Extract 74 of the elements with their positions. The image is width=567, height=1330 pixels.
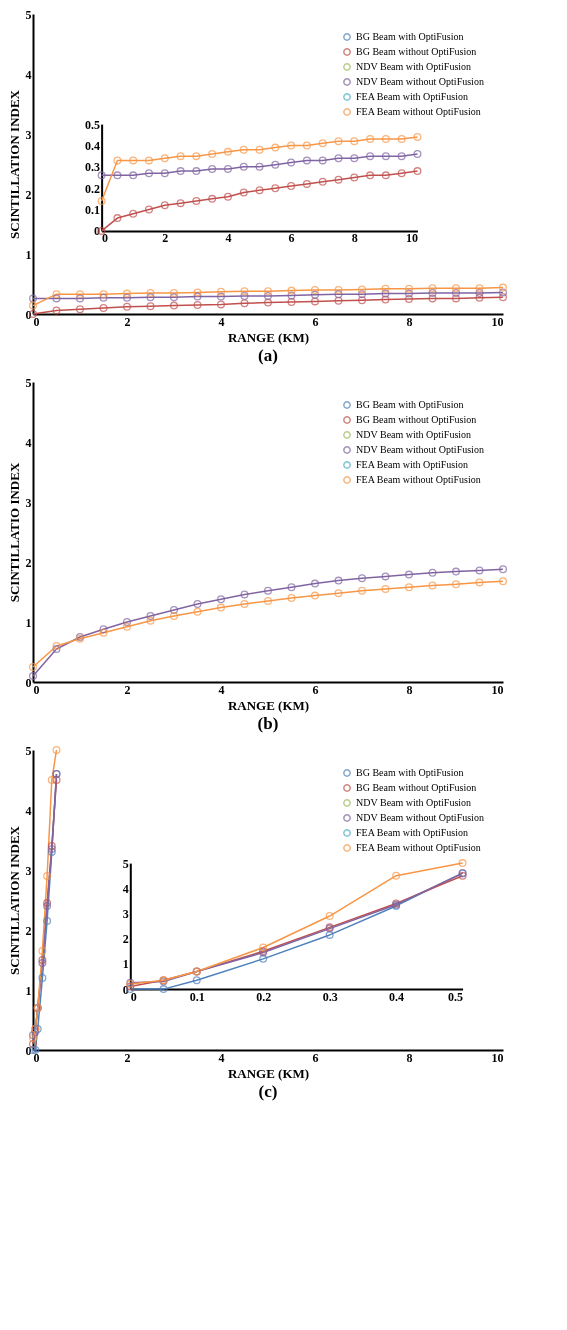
y-tick-label: 0.2 [85, 181, 101, 196]
x-tick-label: 8 [351, 231, 358, 246]
x-tick-label: 10 [491, 314, 504, 329]
text: (a) [258, 346, 278, 365]
y-tick-label: 1 [25, 615, 32, 630]
y-tick-label: 3 [25, 495, 32, 510]
legend-label: FEA Beam with OptiFusion [356, 91, 468, 102]
y-tick-label: 2 [25, 555, 32, 570]
y-tick-label: 1 [122, 957, 129, 972]
legend-label: FEA Beam with OptiFusion [356, 827, 468, 838]
legend-label: BG Beam without OptiFusion [356, 414, 477, 425]
x-tick-label: 4 [218, 1050, 225, 1065]
x-tick-label: 2 [162, 231, 169, 246]
y-tick-label: 4 [25, 803, 32, 818]
x-tick-label: 4 [218, 314, 225, 329]
x-tick-label: 0.3 [322, 989, 338, 1004]
legend-label: NDV Beam without OptiFusion [356, 812, 484, 823]
y-tick-label: 3 [122, 907, 129, 921]
x-axis-title: RANGE (KM) [227, 329, 310, 345]
y-tick-label: 3 [25, 127, 32, 142]
x-tick-label: 10 [491, 1050, 504, 1065]
text: (b) [257, 714, 279, 733]
legend-label: BG Beam with OptiFusion [356, 31, 464, 42]
legend-label: BG Beam without OptiFusion [356, 782, 477, 793]
x-tick-label: 0.5 [448, 989, 464, 1004]
x-tick-label: 0.1 [189, 989, 205, 1004]
x-tick-label: 8 [406, 1050, 413, 1065]
legend-label: NDV Beam without OptiFusion [356, 76, 484, 87]
y-tick-label: 5 [25, 743, 32, 758]
y-axis-title: SCINTILLATION INDEX [6, 825, 22, 975]
x-tick-label: 0.2 [256, 989, 272, 1004]
legend-label: FEA Beam with OptiFusion [356, 459, 468, 470]
x-tick-label: 6 [312, 314, 319, 329]
y-tick-label: 0.3 [85, 160, 101, 175]
legend-label: NDV Beam with OptiFusion [356, 61, 472, 72]
legend-label: BG Beam with OptiFusion [356, 399, 464, 410]
legend-label: NDV Beam without OptiFusion [356, 444, 484, 455]
y-tick-label: 3 [25, 863, 32, 878]
legend-label: BG Beam with OptiFusion [356, 767, 464, 778]
x-tick-label: 4 [225, 231, 232, 246]
y-tick-label: 2 [25, 187, 32, 202]
text: (c) [258, 1082, 278, 1101]
x-tick-label: 6 [288, 231, 295, 246]
y-tick-label: 5 [25, 7, 32, 22]
legend-label: NDV Beam with OptiFusion [356, 429, 472, 440]
y-tick-label: 2 [122, 932, 129, 947]
x-tick-label: 6 [312, 682, 319, 697]
x-tick-label: 0.4 [389, 989, 405, 1004]
y-tick-label: 5 [122, 856, 129, 871]
x-axis-title: RANGE (KM) [227, 697, 310, 713]
y-tick-label: 0.5 [85, 117, 101, 132]
legend-label: BG Beam without OptiFusion [356, 46, 477, 57]
x-tick-label: 8 [406, 314, 413, 329]
y-tick-label: 4 [25, 435, 32, 450]
x-tick-label: 10 [491, 682, 504, 697]
y-tick-label: 0.4 [85, 138, 101, 153]
y-axis-title: SCINTILLATIO INDEX [6, 462, 22, 603]
legend-label: FEA Beam without OptiFusion [356, 106, 481, 117]
legend-label: FEA Beam without OptiFusion [356, 474, 481, 485]
y-tick-label: 0.1 [85, 203, 101, 218]
y-axis-title: SCINTILLATION INDEX [6, 89, 22, 239]
y-tick-label: 5 [25, 375, 32, 390]
y-tick-label: 4 [122, 881, 129, 896]
x-tick-label: 8 [406, 682, 413, 697]
y-tick-label: 1 [25, 247, 32, 262]
y-tick-label: 2 [25, 923, 32, 938]
y-tick-label: 4 [25, 67, 32, 82]
legend-label: NDV Beam with OptiFusion [356, 797, 472, 808]
x-tick-label: 10 [405, 231, 418, 246]
y-tick-label: 1 [25, 983, 32, 998]
x-tick-label: 4 [218, 682, 225, 697]
legend-label: FEA Beam without OptiFusion [356, 842, 481, 853]
x-tick-label: 6 [312, 1050, 319, 1065]
x-axis-title: RANGE (KM) [227, 1065, 310, 1081]
